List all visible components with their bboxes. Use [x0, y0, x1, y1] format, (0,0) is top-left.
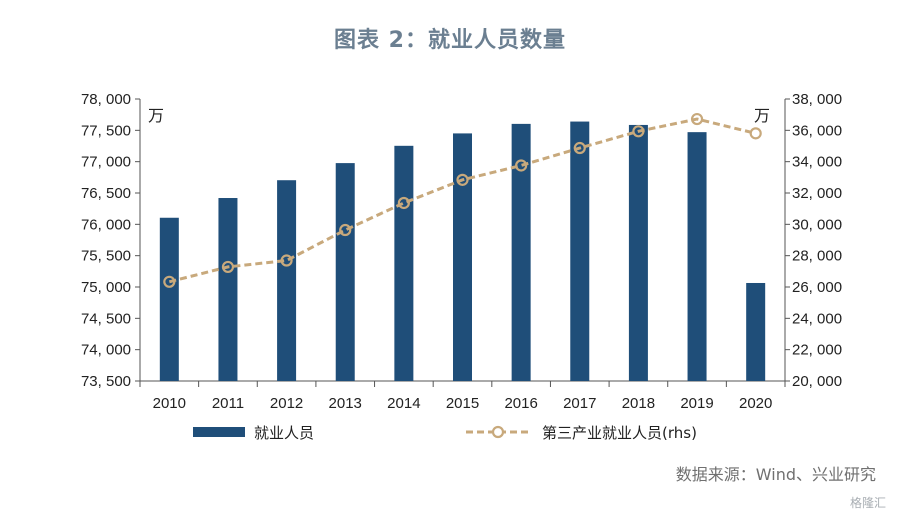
- bar: [453, 133, 472, 381]
- bar: [394, 145, 414, 381]
- bar: [277, 180, 297, 381]
- line-point: [163, 275, 176, 288]
- x-tick-label: 2011: [212, 395, 244, 412]
- left-tick-label: 74, 500: [81, 310, 131, 327]
- bar: [335, 163, 355, 381]
- source-note: 数据来源：Wind、兴业研究: [675, 465, 876, 484]
- watermark: 格隆汇: [849, 496, 886, 510]
- line-point: [690, 112, 704, 126]
- x-tick-label: 2013: [329, 395, 362, 412]
- left-tick-label: 73, 500: [81, 373, 131, 390]
- x-tick-label: 2012: [270, 395, 303, 412]
- bar: [218, 198, 238, 381]
- x-tick-label: 2014: [387, 395, 420, 412]
- line-point: [632, 125, 645, 138]
- left-tick-label: 77, 500: [81, 122, 131, 139]
- left-tick-label: 74, 000: [81, 342, 131, 359]
- right-tick-label: 32, 000: [792, 185, 842, 202]
- line-point: [749, 127, 762, 140]
- left-tick-label: 75, 500: [81, 248, 131, 265]
- right-tick-label: 34, 000: [792, 154, 842, 171]
- line-point: [515, 159, 528, 172]
- x-tick-label: 2019: [680, 395, 713, 412]
- x-tick-label: 2010: [153, 395, 186, 412]
- x-tick-label: 2020: [739, 395, 772, 412]
- line-point: [456, 173, 469, 186]
- left-tick-label: 77, 000: [81, 154, 131, 171]
- legend-bar-swatch: [193, 427, 245, 437]
- right-tick-label: 38, 000: [792, 91, 842, 108]
- right-tick-label: 36, 000: [792, 122, 842, 139]
- bar: [511, 123, 531, 382]
- legend-bar-label: 就业人员: [254, 424, 314, 442]
- line-point: [339, 223, 352, 237]
- line-point: [573, 141, 586, 155]
- bar-series: [159, 121, 766, 382]
- left-tick-label: 76, 000: [81, 216, 131, 233]
- bar: [159, 217, 179, 381]
- right-unit-label: 万: [754, 106, 770, 125]
- line-point: [221, 260, 235, 274]
- x-tick-label: 2015: [446, 395, 479, 412]
- bar: [687, 132, 707, 381]
- x-tick-label: 2017: [563, 395, 596, 412]
- right-tick-label: 22, 000: [792, 342, 842, 359]
- legend-line-label: 第三产业就业人员(rhs): [542, 424, 697, 442]
- right-tick-label: 28, 000: [792, 248, 842, 265]
- line-point: [397, 196, 410, 210]
- bar: [570, 121, 590, 381]
- left-unit-label: 万: [148, 106, 164, 125]
- right-tick-label: 20, 000: [792, 373, 842, 390]
- legend: 就业人员 第三产业就业人员(rhs): [193, 424, 697, 442]
- legend-line-swatch: [466, 425, 530, 439]
- legend-line-marker: [491, 425, 505, 439]
- x-tick-label: 2016: [504, 395, 537, 412]
- chart-title: 图表 2：就业人员数量: [334, 28, 566, 53]
- line-path: [168, 117, 757, 284]
- left-tick-label: 76, 500: [81, 185, 131, 202]
- left-tick-label: 75, 000: [81, 279, 131, 296]
- right-tick-label: 30, 000: [792, 216, 842, 233]
- right-tick-label: 24, 000: [792, 310, 842, 327]
- bar: [628, 124, 648, 381]
- bar: [746, 282, 766, 381]
- line-point: [280, 254, 293, 267]
- left-tick-label: 78, 000: [81, 91, 131, 108]
- right-tick-label: 26, 000: [792, 279, 842, 296]
- x-tick-label: 2018: [622, 395, 655, 412]
- tick-labels: 73, 500 74, 000 74, 500 75, 000 75, 500 76, 0…: [81, 91, 842, 412]
- line-series: [163, 112, 762, 288]
